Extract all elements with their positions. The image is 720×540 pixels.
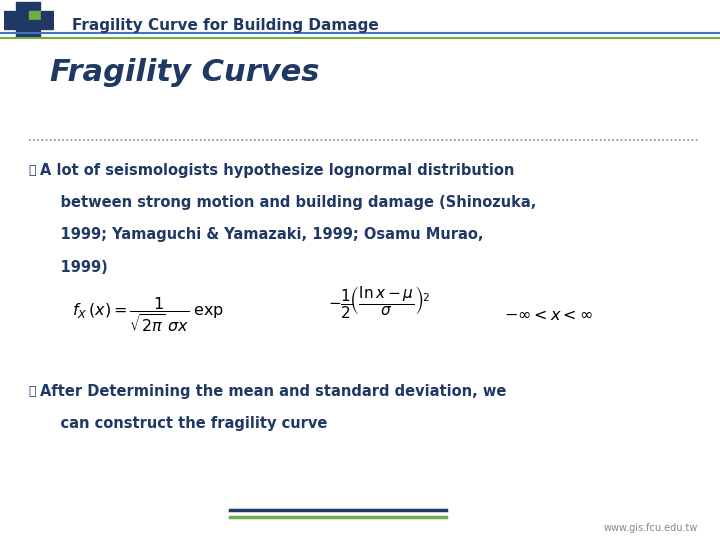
Text: $-\infty < x < \infty$: $-\infty < x < \infty$ <box>504 308 593 323</box>
Bar <box>29 21 40 29</box>
Bar <box>29 2 40 10</box>
Text: $f_X\,(x) = \dfrac{1}{\sqrt{2\pi}\;\sigma x}\;\mathrm{exp}$: $f_X\,(x) = \dfrac{1}{\sqrt{2\pi}\;\sigm… <box>72 296 224 335</box>
Bar <box>17 11 27 19</box>
Bar <box>17 30 27 38</box>
Bar <box>42 11 53 19</box>
Bar <box>17 2 27 10</box>
Bar <box>42 21 53 29</box>
Text: Fragility Curve for Building Damage: Fragility Curve for Building Damage <box>72 18 379 33</box>
Text: between strong motion and building damage (Shinozuka,: between strong motion and building damag… <box>40 195 536 210</box>
Bar <box>29 11 40 19</box>
Bar <box>17 21 27 29</box>
Text: can construct the fragility curve: can construct the fragility curve <box>40 416 327 431</box>
Bar <box>4 21 15 29</box>
Text: $-\dfrac{1}{2}\!\left(\dfrac{\ln x-\mu}{\sigma}\right)^{\!2}$: $-\dfrac{1}{2}\!\left(\dfrac{\ln x-\mu}{… <box>328 285 429 320</box>
Bar <box>29 30 40 38</box>
Text: ⚿: ⚿ <box>29 385 36 398</box>
Text: A lot of seismologists hypothesize lognormal distribution: A lot of seismologists hypothesize logno… <box>40 163 514 178</box>
Text: ⚿: ⚿ <box>29 164 36 177</box>
Text: Fragility Curves: Fragility Curves <box>50 58 320 87</box>
Bar <box>4 11 15 19</box>
Text: After Determining the mean and standard deviation, we: After Determining the mean and standard … <box>40 384 506 399</box>
Text: 1999): 1999) <box>40 260 107 275</box>
Text: www.gis.fcu.edu.tw: www.gis.fcu.edu.tw <box>604 523 698 533</box>
Text: 1999; Yamaguchi & Yamazaki, 1999; Osamu Murao,: 1999; Yamaguchi & Yamazaki, 1999; Osamu … <box>40 227 483 242</box>
